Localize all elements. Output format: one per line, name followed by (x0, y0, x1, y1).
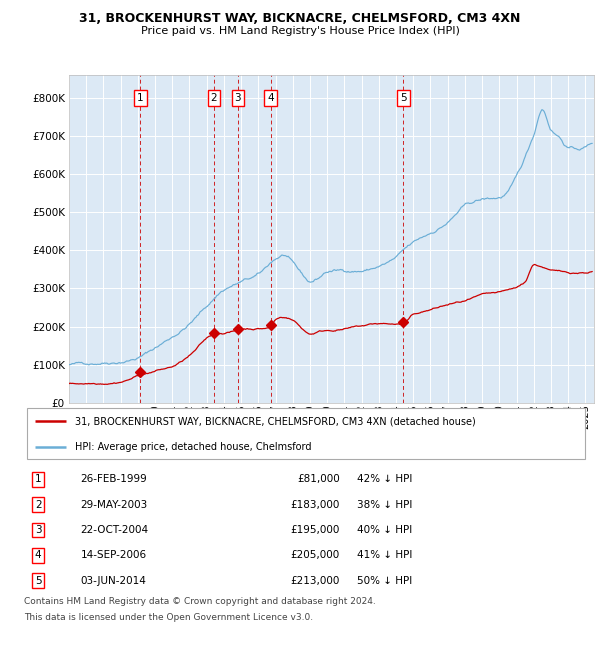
Text: 3: 3 (235, 93, 241, 103)
Text: HPI: Average price, detached house, Chelmsford: HPI: Average price, detached house, Chel… (75, 441, 311, 452)
Text: 1: 1 (35, 474, 41, 484)
Text: 41% ↓ HPI: 41% ↓ HPI (357, 551, 412, 560)
Text: 14-SEP-2006: 14-SEP-2006 (80, 551, 146, 560)
Text: £205,000: £205,000 (290, 551, 340, 560)
Text: 2: 2 (211, 93, 217, 103)
Text: 4: 4 (35, 551, 41, 560)
Text: 26-FEB-1999: 26-FEB-1999 (80, 474, 147, 484)
Text: 4: 4 (267, 93, 274, 103)
Text: 5: 5 (35, 576, 41, 586)
Text: 50% ↓ HPI: 50% ↓ HPI (357, 576, 412, 586)
Text: 22-OCT-2004: 22-OCT-2004 (80, 525, 149, 535)
Text: 29-MAY-2003: 29-MAY-2003 (80, 500, 148, 510)
Text: Price paid vs. HM Land Registry's House Price Index (HPI): Price paid vs. HM Land Registry's House … (140, 26, 460, 36)
Text: 31, BROCKENHURST WAY, BICKNACRE, CHELMSFORD, CM3 4XN (detached house): 31, BROCKENHURST WAY, BICKNACRE, CHELMSF… (75, 416, 476, 426)
Text: 03-JUN-2014: 03-JUN-2014 (80, 576, 146, 586)
FancyBboxPatch shape (27, 408, 585, 460)
Text: Contains HM Land Registry data © Crown copyright and database right 2024.: Contains HM Land Registry data © Crown c… (24, 597, 376, 606)
Text: 5: 5 (400, 93, 407, 103)
Text: 40% ↓ HPI: 40% ↓ HPI (357, 525, 412, 535)
Text: This data is licensed under the Open Government Licence v3.0.: This data is licensed under the Open Gov… (24, 613, 313, 622)
Text: £183,000: £183,000 (290, 500, 340, 510)
Text: 31, BROCKENHURST WAY, BICKNACRE, CHELMSFORD, CM3 4XN: 31, BROCKENHURST WAY, BICKNACRE, CHELMSF… (79, 12, 521, 25)
Text: 1: 1 (137, 93, 144, 103)
Text: 42% ↓ HPI: 42% ↓ HPI (357, 474, 412, 484)
Text: £195,000: £195,000 (290, 525, 340, 535)
Text: £81,000: £81,000 (297, 474, 340, 484)
Text: 2: 2 (35, 500, 41, 510)
Text: 38% ↓ HPI: 38% ↓ HPI (357, 500, 412, 510)
Text: £213,000: £213,000 (290, 576, 340, 586)
Text: 3: 3 (35, 525, 41, 535)
